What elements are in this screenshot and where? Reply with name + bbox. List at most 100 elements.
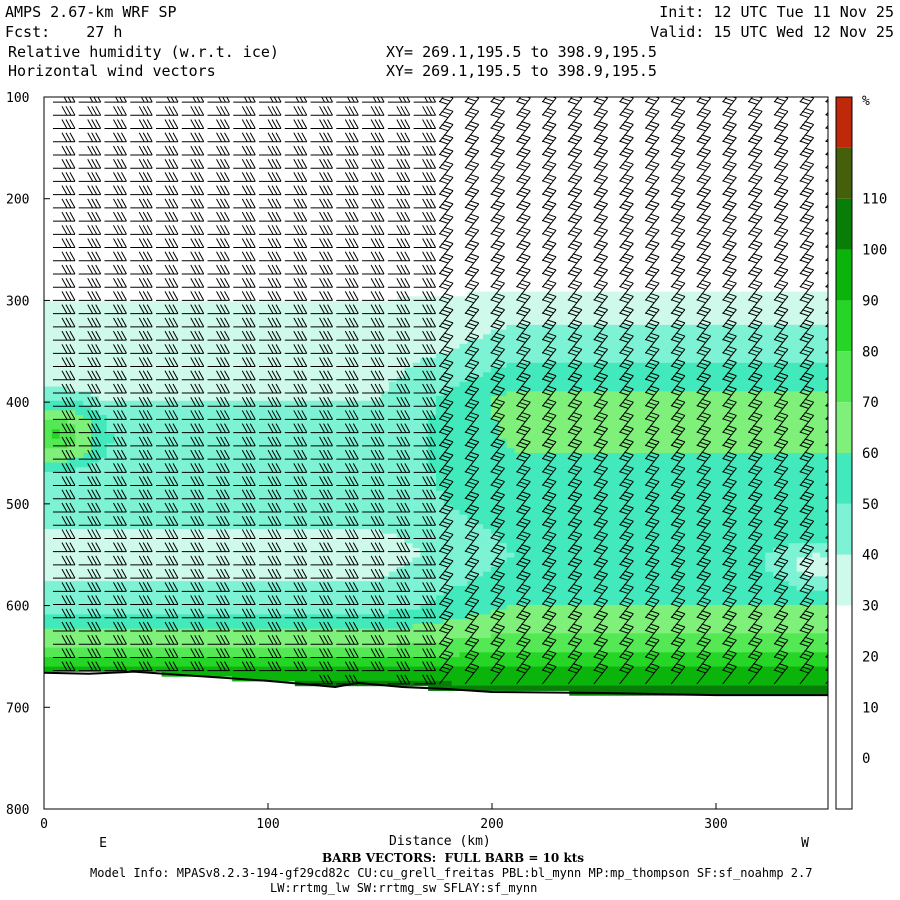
rh-cell <box>294 453 304 459</box>
rh-cell <box>75 519 84 525</box>
rh-cell <box>255 315 265 321</box>
rh-cell <box>114 301 123 307</box>
rh-cell <box>459 566 468 573</box>
rh-cell <box>514 471 523 478</box>
rh-cell <box>161 348 171 354</box>
rh-cell <box>138 367 147 373</box>
rh-cell <box>498 367 508 373</box>
rh-cell <box>334 676 343 682</box>
rh-cell <box>51 642 61 649</box>
rh-cell <box>208 438 218 445</box>
rh-cell <box>349 334 359 340</box>
rh-cell <box>404 581 414 587</box>
rh-cell <box>287 476 296 483</box>
rh-cell <box>255 419 265 426</box>
rh-cell <box>373 457 382 464</box>
rh-cell <box>428 509 437 516</box>
rh-cell <box>224 391 233 397</box>
rh-cell <box>216 557 225 563</box>
rh-cell <box>334 400 343 407</box>
rh-cell <box>412 396 421 402</box>
rh-cell <box>459 538 468 544</box>
rh-cell <box>122 334 131 340</box>
rh-cell <box>334 343 343 350</box>
rh-cell <box>114 509 123 516</box>
rh-cell <box>467 481 476 487</box>
rh-cell <box>279 377 288 383</box>
rh-cell <box>224 396 233 402</box>
rh-cell <box>514 538 523 544</box>
rh-cell <box>232 585 241 592</box>
rh-cell <box>475 642 484 649</box>
rh-cell <box>302 462 312 468</box>
rh-cell <box>271 528 280 535</box>
rh-cell <box>51 324 61 331</box>
rh-cell <box>138 329 147 335</box>
rh-cell <box>51 581 61 587</box>
rh-cell <box>357 305 367 312</box>
rh-cell <box>279 657 288 663</box>
rh-cell <box>475 562 484 568</box>
rh-cell <box>373 524 382 530</box>
rh-cell <box>44 372 53 378</box>
rh-cell <box>161 623 171 630</box>
rh-cell <box>91 471 100 478</box>
rh-cell <box>138 490 147 497</box>
rh-cell <box>349 595 359 601</box>
rh-cell <box>208 585 218 592</box>
rh-cell <box>279 619 288 625</box>
rh-cell <box>388 415 398 421</box>
rh-cell <box>514 419 523 426</box>
rh-cell <box>334 647 343 653</box>
rh-cell <box>483 552 492 559</box>
rh-cell <box>138 372 147 378</box>
rh-cell <box>365 386 374 392</box>
rh-cell <box>451 324 461 331</box>
rh-cell <box>169 490 178 497</box>
rh-cell <box>232 642 241 649</box>
rh-cell <box>490 419 500 426</box>
rh-cell <box>145 405 155 411</box>
rh-cell <box>263 490 272 497</box>
rh-cell <box>318 462 327 468</box>
rh-cell <box>138 343 147 350</box>
rh-cell <box>51 386 61 392</box>
rh-cell <box>185 600 194 606</box>
rh-cell <box>138 481 147 487</box>
rh-cell <box>436 424 445 430</box>
rh-cell <box>412 661 421 668</box>
rh-cell <box>59 301 69 307</box>
rh-cell <box>114 552 123 559</box>
rh-cell <box>263 429 272 435</box>
rh-cell <box>412 301 421 307</box>
rh-cell <box>483 343 492 350</box>
rh-cell <box>522 661 531 668</box>
rh-cell <box>200 467 210 473</box>
rh-cell <box>302 581 312 587</box>
rh-cell <box>373 462 382 468</box>
rh-cell <box>240 533 249 540</box>
rh-cell <box>443 619 453 625</box>
rh-cell <box>255 457 265 464</box>
rh-cell <box>412 343 421 350</box>
rh-cell <box>200 571 210 578</box>
rh-cell <box>185 438 194 445</box>
rh-cell <box>75 500 84 506</box>
rh-cell <box>263 448 272 454</box>
rh-cell <box>138 566 147 573</box>
rh-cell <box>153 657 163 663</box>
rh-cell <box>287 671 296 677</box>
rh-cell <box>490 595 500 601</box>
rh-cell <box>475 457 484 464</box>
rh-cell <box>326 657 335 663</box>
rh-cell <box>161 367 171 373</box>
rh-cell <box>294 419 304 426</box>
rh-cell <box>522 528 531 535</box>
rh-cell <box>177 628 186 634</box>
rh-cell <box>459 481 468 487</box>
rh-cell <box>44 396 53 402</box>
rh-cell <box>475 590 484 596</box>
rh-cell <box>498 462 508 468</box>
rh-cell <box>83 524 92 530</box>
rh-cell <box>365 604 374 611</box>
